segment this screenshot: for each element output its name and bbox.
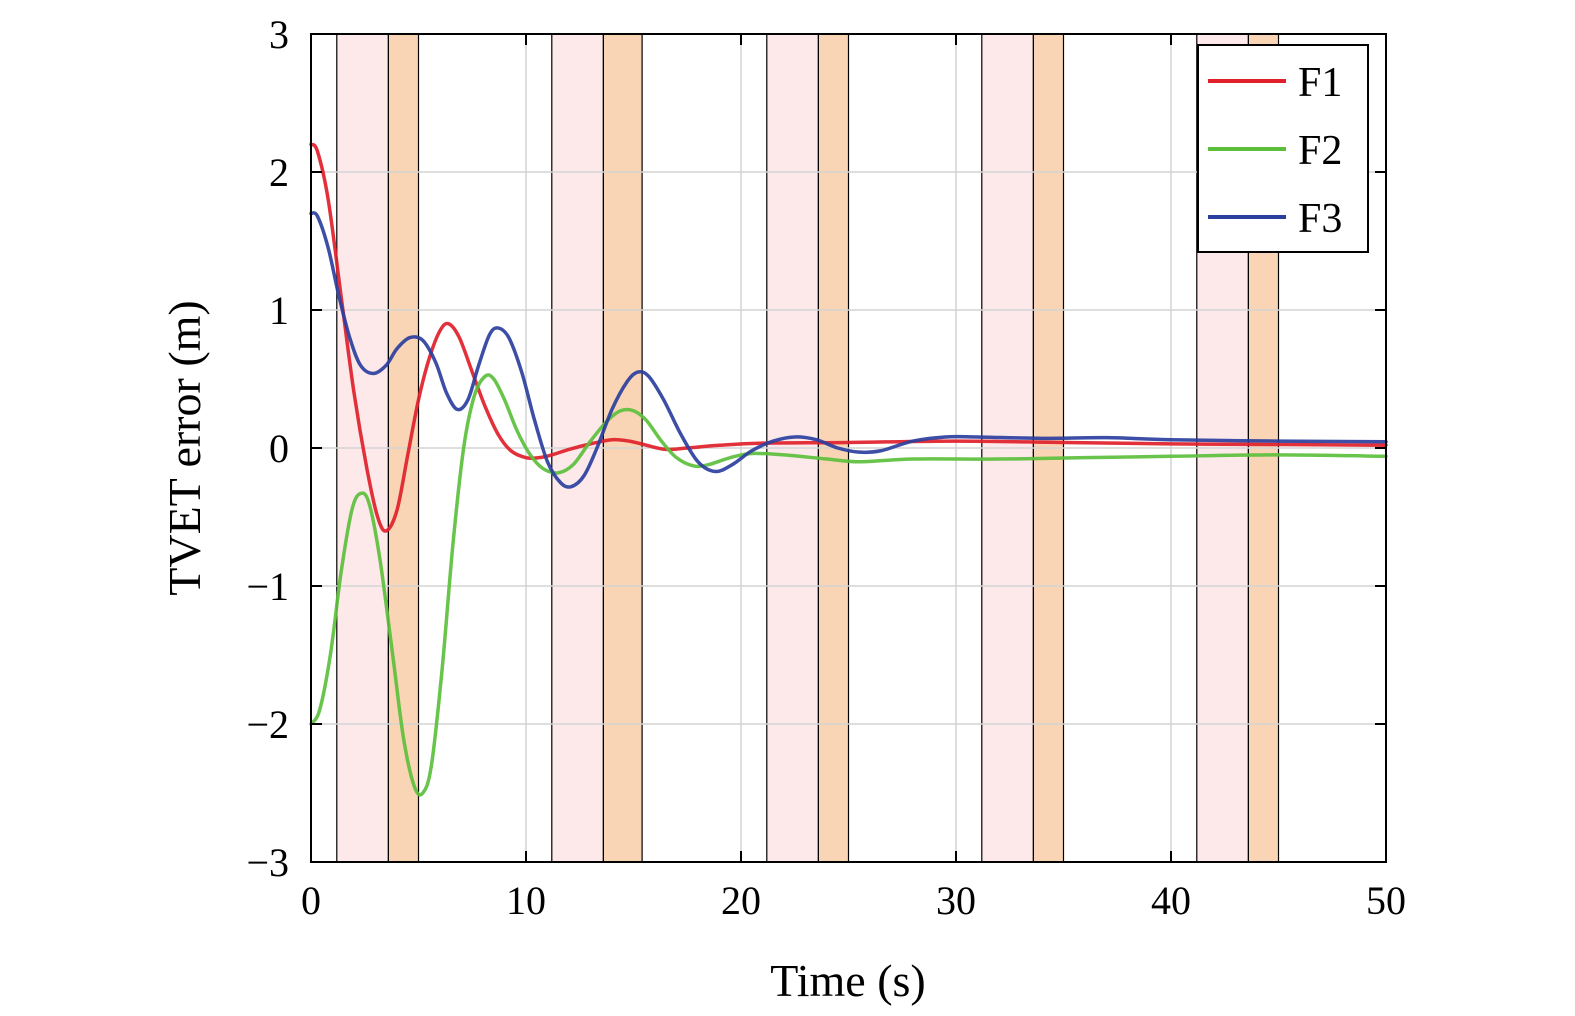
axis-tick-labels: 0 10 20 30 40 50 −3 −2 −1 0 1 2 3 bbox=[246, 12, 1406, 923]
series-line-f3 bbox=[309, 211, 1388, 489]
y-tick-label-6: 3 bbox=[269, 12, 289, 57]
axis-ticks bbox=[310, 33, 1387, 863]
legend-label-f1: F1 bbox=[1298, 60, 1342, 106]
x-tick-label-5: 50 bbox=[1366, 878, 1406, 923]
x-tick-label-1: 10 bbox=[506, 878, 546, 923]
y-tick-label-5: 2 bbox=[269, 150, 289, 195]
series-line-f1 bbox=[309, 142, 1388, 533]
x-tick-label-4: 40 bbox=[1151, 878, 1191, 923]
y-tick-label-3: 0 bbox=[269, 426, 289, 471]
y-tick-label-2: −1 bbox=[246, 564, 289, 609]
legend-label-f3: F3 bbox=[1298, 196, 1342, 242]
y-tick-label-1: −2 bbox=[246, 702, 289, 747]
y-axis-label: TVET error (m) bbox=[159, 300, 210, 595]
y-tick-label-0: −3 bbox=[246, 840, 289, 885]
legend: F1 F2 F3 bbox=[1197, 44, 1369, 253]
x-tick-label-0: 0 bbox=[301, 878, 321, 923]
legend-label-f2: F2 bbox=[1298, 128, 1342, 174]
series-line-f2 bbox=[309, 373, 1388, 797]
x-axis-label: Time (s) bbox=[770, 955, 926, 1006]
x-tick-label-2: 20 bbox=[721, 878, 761, 923]
x-tick-label-3: 30 bbox=[936, 878, 976, 923]
y-tick-label-4: 1 bbox=[269, 288, 289, 333]
data-series bbox=[309, 142, 1388, 797]
